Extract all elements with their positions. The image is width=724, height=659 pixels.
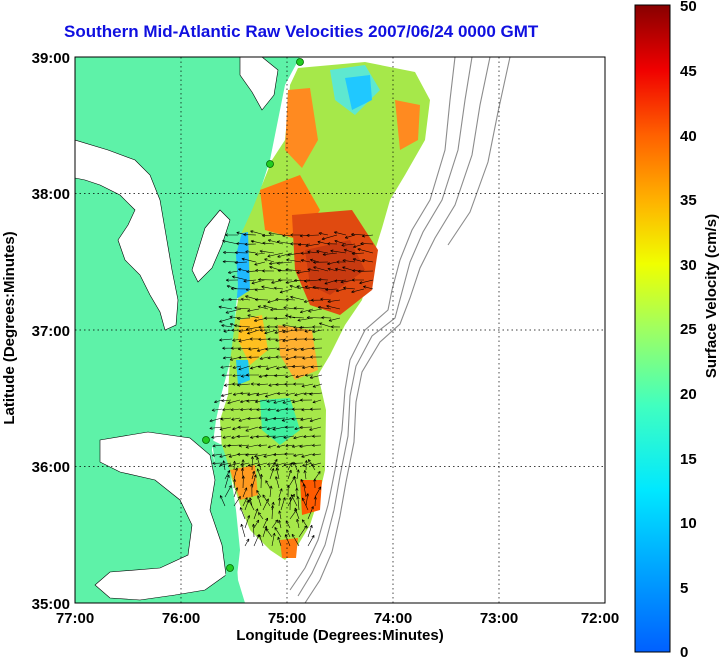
x-axis-ticks: 77:00 76:00 75:00 74:00 73:00 72:00 (56, 610, 619, 627)
colorbar-tick-label: 40 (680, 128, 697, 145)
x-tick-label: 75:00 (268, 610, 306, 627)
colorbar: 50 45 40 35 30 25 20 15 10 5 0 Surface V… (634, 0, 720, 659)
velocity-arrow-paths (209, 230, 374, 547)
station-marker (266, 160, 274, 168)
x-tick-label: 76:00 (162, 610, 200, 627)
colorbar-tick-label: 45 (680, 63, 697, 80)
velocity-arrows (209, 230, 374, 547)
plot-frame (74, 56, 606, 604)
y-axis-ticks: 39:00 38:00 37:00 36:00 35:00 (32, 50, 70, 613)
x-axis-label: Longitude (Degrees:Minutes) (236, 627, 444, 644)
x-tick-label: 77:00 (56, 610, 94, 627)
colorbar-tick-label: 25 (680, 321, 697, 338)
colorbar-tick-label: 5 (680, 580, 688, 597)
colorbar-gradient (634, 4, 671, 653)
y-tick-label: 36:00 (32, 459, 70, 476)
colorbar-tick-label: 50 (680, 0, 697, 15)
colorbar-tick-label: 10 (680, 515, 697, 532)
x-tick-label: 73:00 (480, 610, 518, 627)
colorbar-tick-label: 20 (680, 386, 697, 403)
colorbar-tick-label: 30 (680, 257, 697, 274)
colorbar-tick-label: 35 (680, 192, 697, 209)
station-marker (226, 564, 234, 572)
x-tick-label: 74:00 (374, 610, 412, 627)
x-tick-label: 72:00 (581, 610, 619, 627)
y-tick-label: 37:00 (32, 323, 70, 340)
y-tick-label: 35:00 (32, 596, 70, 613)
station-marker (296, 58, 304, 66)
colorbar-label: Surface Velocity (cm/s) (703, 214, 720, 378)
y-axis-label: Latitude (Degrees:Minutes) (1, 231, 18, 424)
colorbar-ticks: 50 45 40 35 30 25 20 15 10 5 0 (680, 0, 697, 659)
colorbar-tick-label: 0 (680, 644, 688, 659)
y-tick-label: 38:00 (32, 186, 70, 203)
station-markers (202, 58, 304, 572)
grid (75, 57, 605, 603)
map-title: Southern Mid-Atlantic Raw Velocities 200… (64, 22, 539, 41)
bathymetry-contours (289, 57, 511, 603)
y-tick-label: 39:00 (32, 50, 70, 67)
colorbar-tick-label: 15 (680, 451, 697, 468)
station-marker (202, 436, 210, 444)
